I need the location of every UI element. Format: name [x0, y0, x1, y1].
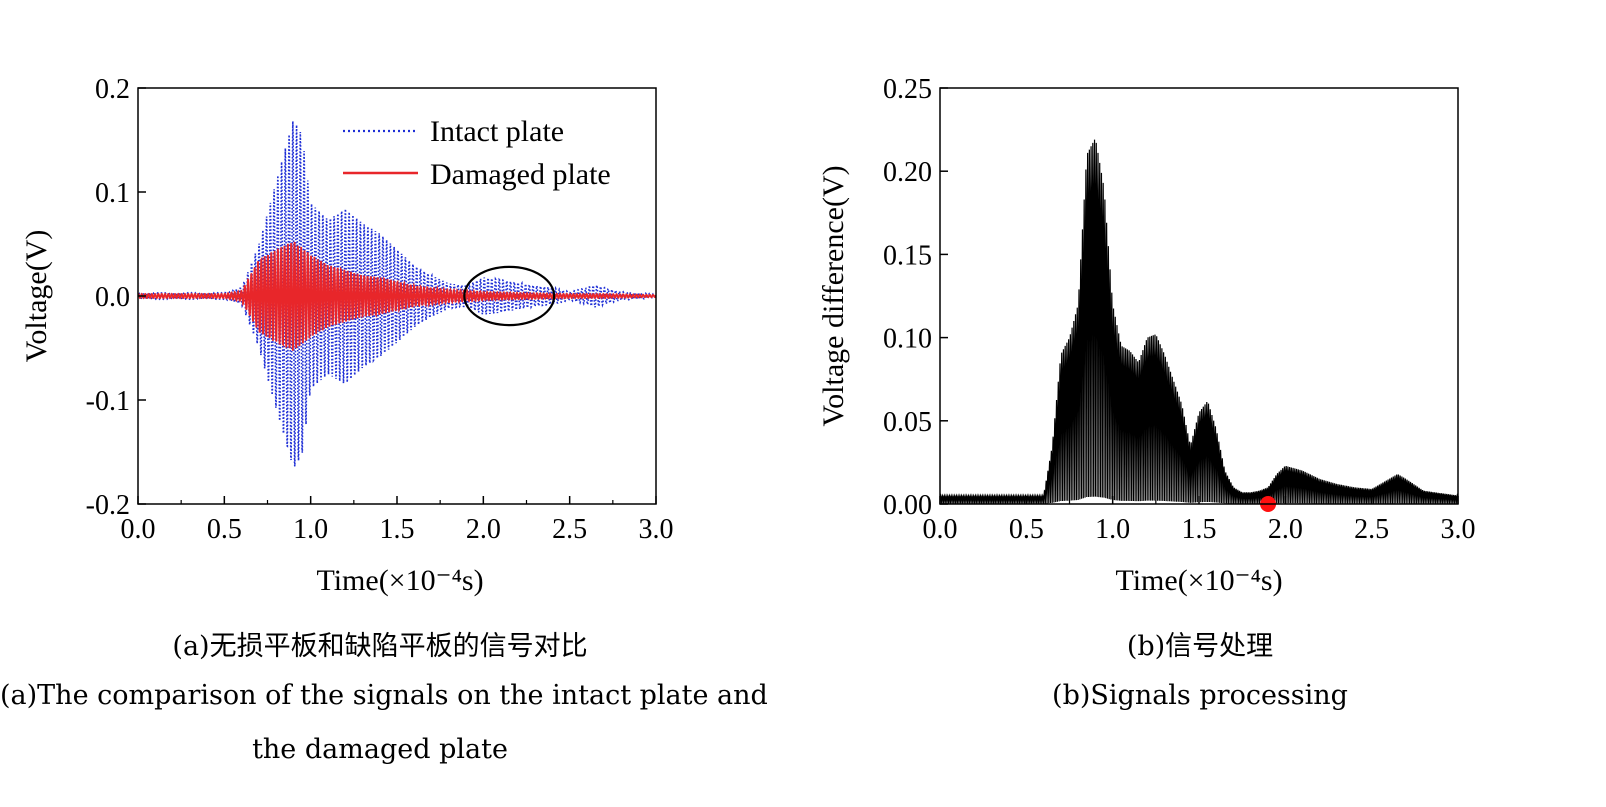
x-tick-label: 0.0	[923, 514, 958, 545]
y-tick-label: 0.05	[883, 407, 932, 438]
panel-a-ticks: 0.0 0.5 1.0 1.5 2.0 2.5 3.0 0.2 0.1 0.0 -0.1 -0.2	[86, 74, 674, 545]
x-tick-label: 3.0	[1441, 514, 1476, 545]
y-tick-label: 0.25	[883, 74, 932, 105]
y-tick-label: 0.00	[883, 490, 932, 521]
y-tick-label: 0.20	[883, 157, 932, 188]
x-tick-label: 1.5	[380, 514, 415, 545]
x-tick-label: 2.5	[552, 514, 587, 545]
x-tick-label: 1.5	[1182, 514, 1217, 545]
panel-b-plot-area	[940, 139, 1458, 512]
legend-damaged-label: Damaged plate	[430, 158, 611, 191]
panel-a-y-axis-label: Voltage(V)	[20, 230, 53, 363]
panel-a-x-axis-label: Time(×10⁻⁴s)	[316, 564, 483, 597]
panel-a-chart: 0.0 0.5 1.0 1.5 2.0 2.5 3.0 0.2 0.1 0.0 -0.1 -0.2 T…	[20, 74, 674, 597]
x-tick-label: 0.0	[121, 514, 156, 545]
y-tick-label: 0.0	[95, 282, 130, 313]
x-tick-label: 0.5	[1009, 514, 1044, 545]
series-voltage-difference-line	[940, 139, 1458, 504]
y-tick-label: 0.2	[95, 74, 130, 105]
x-tick-label: 2.0	[466, 514, 501, 545]
panel-a-legend: Intact plate Damaged plate	[343, 115, 611, 191]
highlight-ellipse	[463, 265, 556, 327]
caption-a-chinese: (a)无损平板和缺陷平板的信号对比	[172, 631, 588, 662]
x-tick-label: 3.0	[639, 514, 674, 545]
y-tick-label: 0.10	[883, 324, 932, 355]
x-tick-label: 2.5	[1354, 514, 1389, 545]
panel-b-y-axis-label: Voltage difference(V)	[817, 165, 850, 426]
caption-b-english: (b)Signals processing	[1052, 680, 1348, 711]
x-tick-label: 2.0	[1268, 514, 1303, 545]
caption-a-english-line1: (a)The comparison of the signals on the …	[0, 680, 768, 711]
panel-a-plot-area	[138, 121, 656, 467]
x-tick-label: 1.0	[1095, 514, 1130, 545]
caption-a-english-line2: the damaged plate	[252, 734, 508, 765]
caption-b-chinese: (b)信号处理	[1126, 631, 1274, 662]
y-tick-label: 0.15	[883, 240, 932, 271]
legend-intact-label: Intact plate	[430, 115, 564, 148]
x-tick-label: 1.0	[293, 514, 328, 545]
y-tick-label: -0.1	[86, 386, 130, 417]
series-damaged-plate-line	[138, 241, 656, 351]
x-tick-label: 0.5	[207, 514, 242, 545]
panel-b-chart: 0.0 0.5 1.0 1.5 2.0 2.5 3.0 0.25 0.20 0.15 0.10 0.0…	[817, 74, 1476, 597]
y-tick-label: 0.1	[95, 178, 130, 209]
y-tick-label: -0.2	[86, 490, 130, 521]
panel-b-ticks: 0.0 0.5 1.0 1.5 2.0 2.5 3.0 0.25 0.20 0.15 0.10 0.0…	[883, 74, 1476, 545]
panel-b-x-axis-label: Time(×10⁻⁴s)	[1115, 564, 1282, 597]
